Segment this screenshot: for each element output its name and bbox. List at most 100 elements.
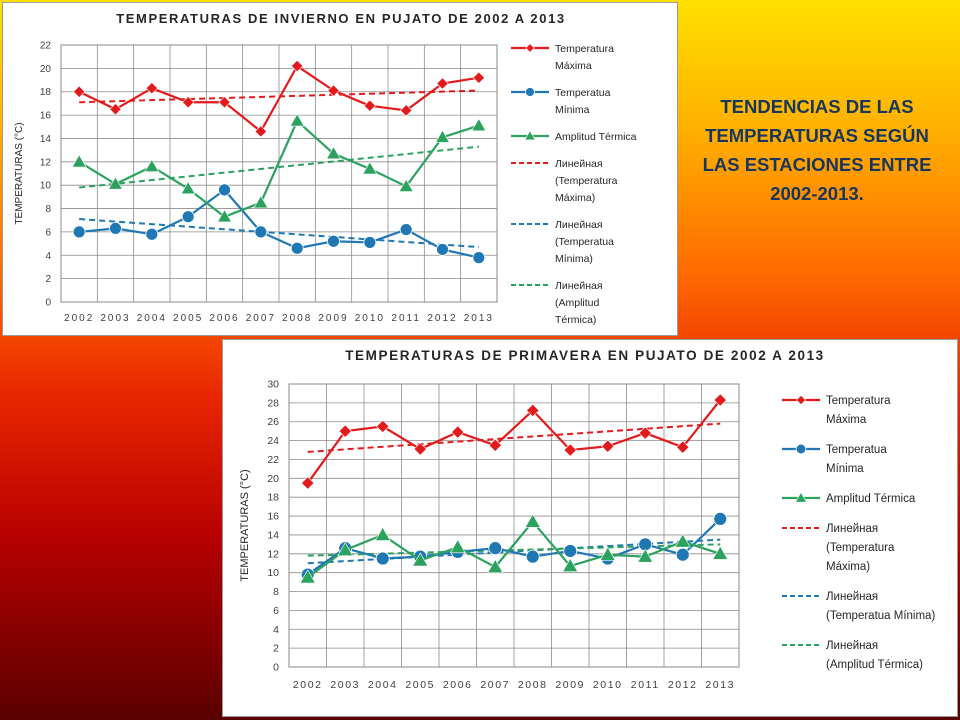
y-tick-label: 20 (40, 64, 52, 75)
chart-title: TEMPERATURAS DE PRIMAVERA EN PUJATO DE 2… (345, 348, 825, 363)
winter-chart-panel: TEMPERATURAS DE INVIERNO EN PUJATO DE 20… (2, 2, 678, 336)
data-point (289, 113, 305, 127)
data-point (449, 539, 466, 554)
data-point (488, 541, 503, 556)
trendline (79, 89, 479, 104)
trendline (307, 422, 721, 453)
data-point (526, 403, 540, 418)
data-point (436, 77, 449, 90)
legend-marker (794, 491, 808, 503)
data-point (413, 442, 427, 456)
data-point (637, 548, 654, 563)
data-point (290, 241, 304, 255)
data-point (562, 557, 579, 572)
data-point (374, 526, 391, 541)
legend-label: Amplitud Térmica (555, 131, 637, 143)
x-tick-label: 2009 (318, 313, 348, 324)
legend-label: Temperatua (555, 87, 611, 99)
data-point (182, 96, 195, 109)
y-tick-label: 14 (40, 134, 52, 145)
legend-marker (525, 43, 535, 53)
data-point (144, 158, 160, 172)
legend-label: (Temperatua (555, 236, 614, 248)
legend-label: Mínima (555, 104, 590, 116)
x-tick-label: 2005 (405, 679, 435, 691)
data-point (327, 234, 340, 248)
x-tick-label: 2006 (209, 313, 239, 324)
legend-label: Máxima (826, 414, 867, 426)
chart-title: TEMPERATURAS DE INVIERNO EN PUJATO DE 20… (116, 11, 565, 26)
y-axis-label: TEMPERATURAS (°C) (14, 122, 25, 224)
data-point (254, 125, 267, 138)
series-line (307, 520, 721, 579)
data-point (713, 393, 727, 407)
y-tick-label: 14 (267, 529, 279, 541)
legend-label: (Amplitud (555, 297, 600, 309)
x-tick-label: 2013 (705, 679, 735, 691)
legend-label: Máxima) (555, 192, 595, 204)
legend-label: (Temperatua Mínima) (826, 610, 935, 622)
data-point (327, 84, 340, 97)
data-point (181, 210, 195, 224)
y-tick-label: 12 (40, 157, 52, 168)
y-tick-label: 2 (273, 643, 279, 655)
data-point (108, 176, 123, 190)
x-tick-label: 2007 (246, 313, 276, 324)
series-line (306, 399, 722, 484)
x-tick-label: 2008 (518, 679, 548, 691)
y-tick-label: 4 (45, 251, 51, 262)
legend-label: Temperatua (826, 444, 887, 456)
data-point (674, 533, 691, 548)
y-tick-label: 16 (40, 111, 52, 122)
data-point (363, 99, 376, 112)
data-point (71, 154, 87, 168)
data-point (435, 129, 450, 143)
data-point (676, 440, 690, 454)
data-point (363, 236, 377, 249)
legend-label: Линейная (826, 591, 878, 603)
x-tick-label: 2011 (391, 313, 421, 324)
legend-label: Линейная (555, 158, 603, 170)
x-tick-label: 2010 (355, 313, 385, 324)
x-tick-label: 2010 (593, 679, 623, 691)
legend-label: Линейная (555, 280, 603, 292)
legend-label: (Temperatura (826, 542, 895, 554)
x-tick-label: 2004 (137, 313, 167, 324)
y-tick-label: 0 (273, 662, 279, 674)
winter-temperature-chart: TEMPERATURAS DE INVIERNO EN PUJATO DE 20… (14, 11, 637, 326)
data-point (412, 552, 429, 567)
data-point (145, 82, 158, 95)
x-tick-label: 2011 (631, 679, 660, 691)
data-point (362, 161, 378, 175)
data-point (563, 443, 577, 457)
legend-label: Térmica) (555, 314, 596, 326)
data-point (180, 181, 196, 195)
data-point (599, 546, 616, 561)
trendline (79, 218, 479, 249)
x-tick-label: 2009 (555, 679, 585, 691)
y-tick-label: 12 (267, 548, 279, 560)
y-tick-label: 20 (267, 473, 279, 485)
y-tick-label: 30 (267, 379, 279, 391)
data-point (713, 511, 728, 526)
legend-marker (795, 394, 807, 406)
y-tick-label: 22 (267, 454, 279, 466)
y-tick-label: 8 (45, 204, 51, 215)
data-point (488, 438, 502, 452)
data-point (472, 251, 486, 265)
data-point (217, 209, 232, 223)
data-point (376, 419, 390, 434)
data-point (337, 541, 354, 556)
data-point (601, 439, 615, 453)
y-tick-label: 18 (267, 492, 279, 504)
data-point (291, 59, 304, 73)
legend-marker (795, 443, 807, 455)
legend-label: Mínima) (555, 253, 593, 265)
data-point (400, 104, 413, 117)
data-point (472, 71, 485, 84)
legend-label: Mínima (826, 463, 864, 475)
y-tick-label: 6 (45, 227, 51, 238)
y-tick-label: 26 (267, 416, 279, 428)
legend-label: Линейная (826, 523, 878, 535)
data-point (487, 558, 504, 573)
